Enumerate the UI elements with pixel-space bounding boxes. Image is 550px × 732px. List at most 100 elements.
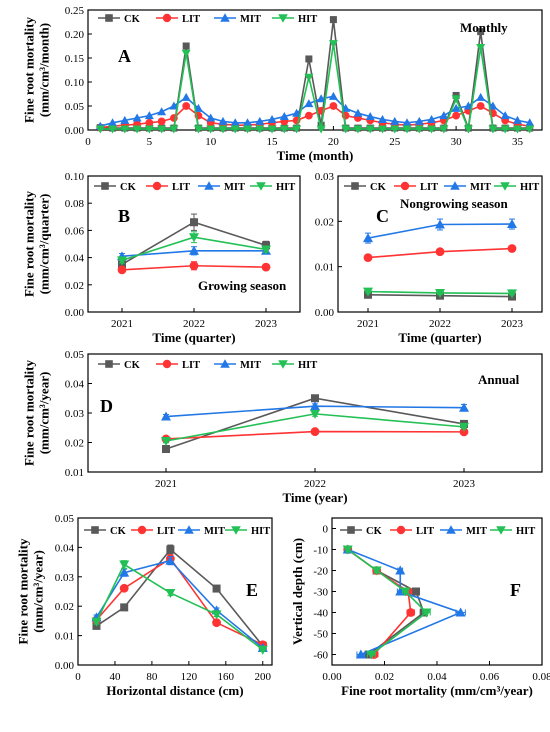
legend-label-ck: CK — [120, 182, 137, 193]
y-tick-label: -50 — [313, 629, 328, 641]
series-hit — [91, 560, 268, 655]
data-point-mit — [255, 116, 265, 125]
data-point-mit — [189, 245, 199, 255]
x-tick-label: 2021 — [357, 318, 379, 330]
data-point-hit — [257, 645, 268, 655]
data-point-mit — [512, 115, 522, 124]
data-point-hit — [459, 422, 469, 432]
data-point-ck — [190, 218, 198, 227]
y-tick-label: 0.02 — [55, 601, 74, 613]
series-mit — [161, 401, 469, 421]
data-point-mit — [476, 92, 486, 101]
legend-marker-mit — [204, 181, 214, 190]
data-point-mit — [119, 567, 130, 577]
legend-marker-mit — [220, 359, 230, 368]
legend: CK LIT MIT HIT — [344, 181, 539, 193]
legend-marker-hit — [496, 526, 506, 535]
y-tick-label: 0.00 — [65, 125, 85, 137]
y-tick-label: 0.25 — [65, 5, 85, 17]
data-point-hit — [366, 650, 377, 660]
x-axis-label: Time (quarter) — [152, 330, 235, 345]
y-tick-label: 0.02 — [65, 280, 84, 292]
x-tick-label: 2023 — [501, 318, 524, 330]
series-hit — [95, 40, 535, 134]
legend-marker-hit — [278, 14, 288, 23]
y-tick-label: 0.05 — [65, 349, 85, 361]
panel-c: 0.00 0.01 0.02 0.03 2021 2022 2023 Time (quarte… — [315, 171, 543, 345]
legend-marker-lit — [152, 181, 162, 191]
data-point-ck — [120, 603, 129, 612]
y-tick-label: 0.04 — [65, 253, 85, 265]
legend-marker-ck — [347, 526, 355, 534]
data-point-hit — [463, 125, 473, 134]
data-point-lit — [452, 111, 461, 120]
y-axis-label-line1: Fine root mortality — [15, 538, 30, 644]
panel-annotation: Growing season — [198, 278, 287, 293]
data-point-lit — [507, 244, 517, 253]
legend-marker-mit — [450, 181, 460, 190]
data-point-hit — [363, 287, 373, 297]
x-tick-label: 120 — [181, 671, 198, 683]
data-point-mit — [206, 113, 216, 122]
data-point-mit — [507, 219, 517, 229]
data-point-ck — [262, 241, 270, 250]
y-tick-label: 0.02 — [65, 438, 84, 450]
data-point-lit — [117, 265, 127, 275]
panel-label: A — [118, 46, 131, 66]
data-point-mit — [377, 114, 387, 123]
data-point-hit — [230, 125, 240, 134]
y-axis-label-line2: (mm/cm³/year) — [36, 372, 51, 455]
series-line-hit — [100, 43, 530, 133]
legend-marker-mit — [446, 525, 456, 534]
y-tick-label: 0.20 — [65, 29, 85, 41]
y-tick-label: 0.02 — [315, 216, 334, 228]
series-lit — [117, 261, 271, 275]
data-point-hit — [304, 73, 314, 82]
data-point-hit — [120, 125, 130, 134]
x-tick-label: 2022 — [429, 318, 451, 330]
y-tick-label: 0.03 — [315, 171, 335, 183]
data-point-mit — [304, 99, 314, 108]
data-point-hit — [342, 545, 353, 555]
data-point-hit — [144, 125, 154, 134]
data-point-ck — [212, 584, 221, 593]
legend: CK LIT MIT HIT — [94, 181, 295, 193]
legend-label-hit: HIT — [516, 526, 535, 537]
data-point-mit — [316, 94, 326, 103]
panel-f: 0-10-20-30-40-50-600.00 0.02 0.04 0.06 0.08F… — [290, 517, 550, 698]
data-point-mit — [402, 118, 412, 127]
data-point-ck — [412, 587, 420, 596]
legend: CK LIT MIT HIT — [98, 13, 317, 25]
plot-frame — [87, 9, 543, 131]
data-point-lit — [476, 102, 485, 110]
x-axis-label: Time (year) — [282, 490, 347, 505]
legend: CK LIT MIT HIT — [98, 359, 317, 371]
legend-label-ck: CK — [370, 182, 387, 193]
legend-label-lit: LIT — [416, 526, 434, 537]
y-tick-label: 0.10 — [65, 171, 85, 183]
data-point-hit — [328, 40, 338, 49]
data-point-hit — [500, 125, 510, 134]
data-point-mit — [310, 401, 320, 411]
plot-frame — [77, 517, 273, 666]
data-point-mit — [218, 116, 228, 125]
data-point-mit — [230, 118, 240, 127]
legend-label-lit: LIT — [157, 526, 175, 537]
x-axis-label: Fine root mortality (mm/cm³/year) — [341, 683, 533, 698]
y-tick-label: -20 — [313, 566, 328, 578]
data-point-hit — [95, 125, 105, 134]
legend-label-mit: MIT — [240, 360, 261, 371]
x-tick-label: 2022 — [183, 318, 205, 330]
x-tick-label: 15 — [267, 136, 279, 148]
series-mit — [91, 555, 268, 652]
data-point-mit — [451, 103, 461, 112]
legend-marker-hit — [278, 360, 288, 369]
x-tick-label: 80 — [146, 671, 158, 683]
x-axis-label: Time (month) — [277, 148, 354, 163]
data-point-lit — [261, 262, 271, 272]
data-point-hit — [341, 125, 351, 134]
data-point-mit — [181, 92, 191, 101]
y-axis-label-line2: (mm/cm³/quarter) — [36, 194, 51, 295]
data-point-lit — [363, 253, 373, 262]
series-hit — [363, 287, 517, 299]
